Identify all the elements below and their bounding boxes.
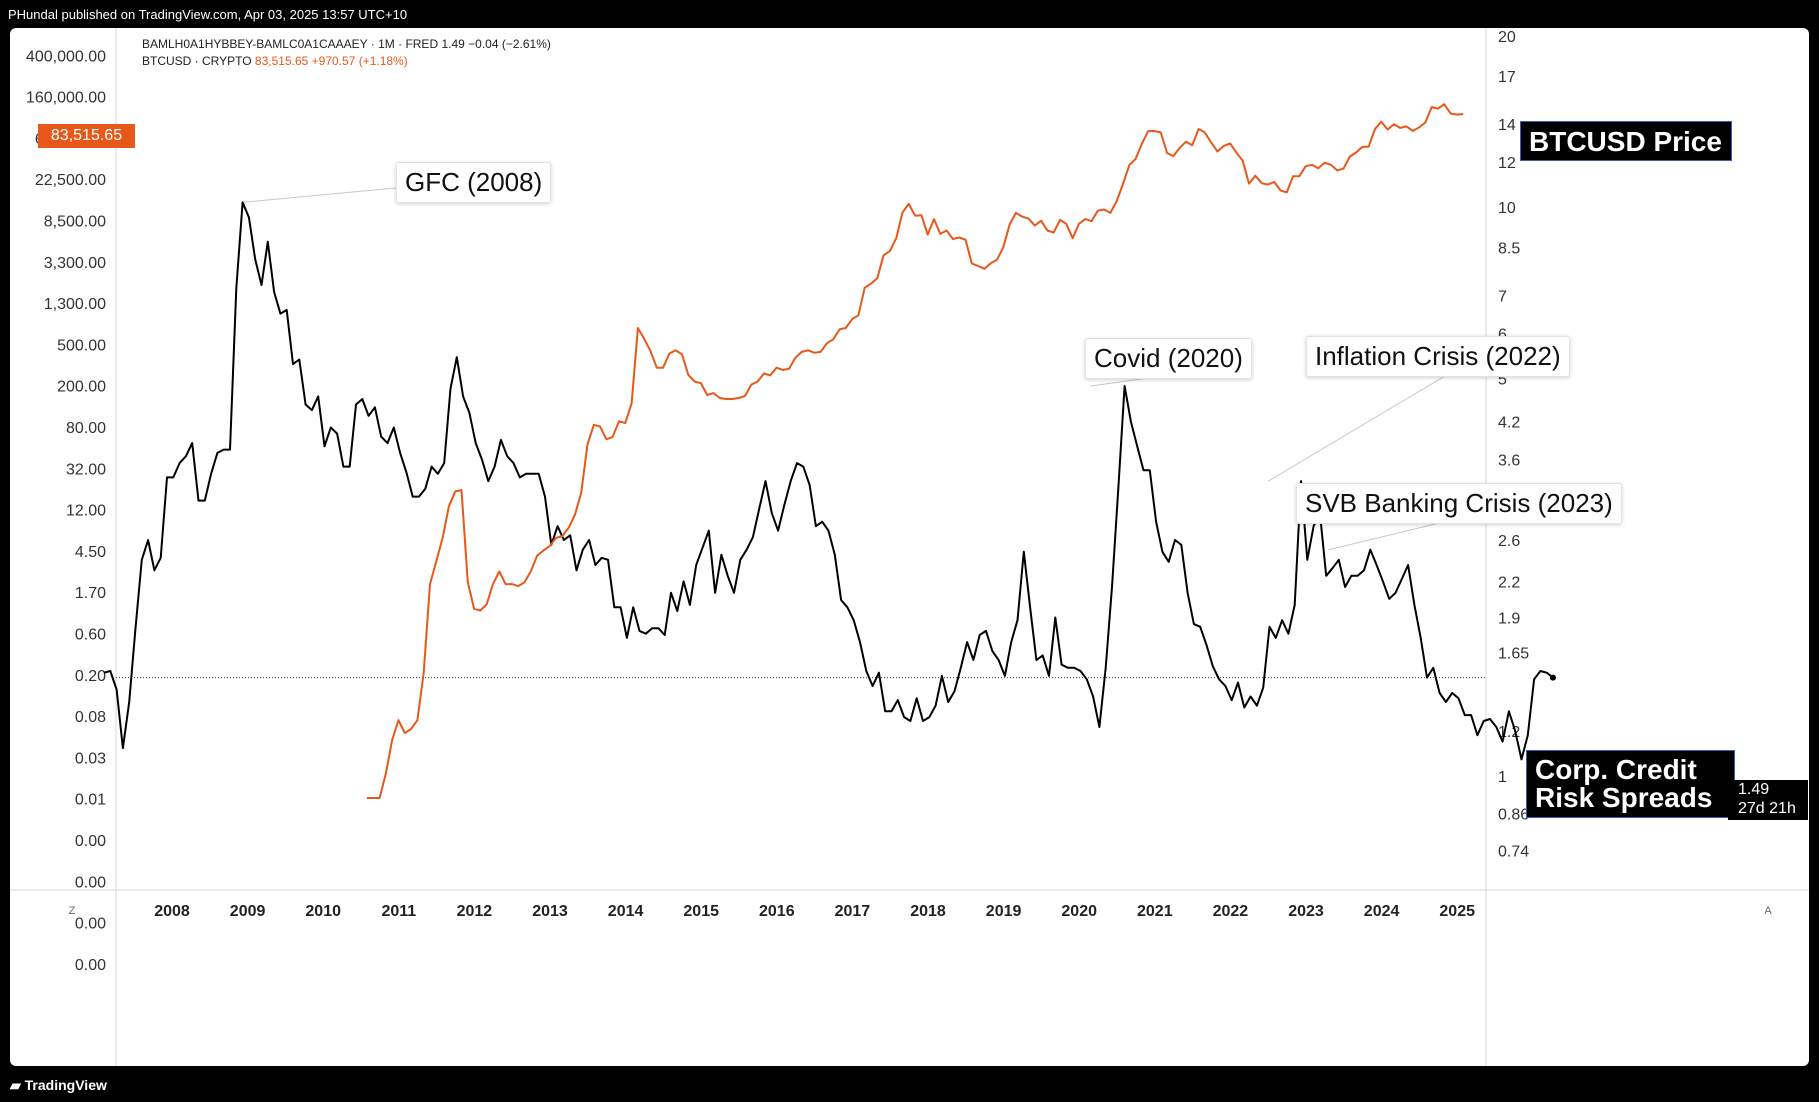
right-tick-label: 10	[1498, 200, 1516, 217]
right-tick-label: 17	[1498, 69, 1516, 86]
left-tick-label: 0.01	[75, 792, 106, 809]
left-tick-label: 0.00	[75, 957, 106, 974]
legend-btc-change: +970.57 (+1.18%)	[311, 54, 408, 68]
time-tick-label: 2020	[1061, 903, 1097, 920]
right-tick-label: 14	[1498, 117, 1516, 134]
spread-last-point	[1549, 674, 1556, 681]
right-tick-label: 8.5	[1498, 240, 1520, 257]
tv-logo-icon: ▰	[10, 1077, 25, 1093]
legend-row-spread[interactable]: BAMLH0A1HYBBEY-BAMLC0A1CAAAEY · 1M · FRE…	[142, 36, 551, 53]
left-tick-label: 1,300.00	[44, 296, 106, 313]
right-tick-label: 1.9	[1498, 611, 1520, 628]
legend-spread-change: −0.04 (−2.61%)	[468, 37, 551, 51]
time-tick-label: 2011	[381, 903, 416, 920]
left-tick-label: 500.00	[57, 337, 106, 354]
time-tick-label: 2016	[759, 903, 795, 920]
time-tick-label: 2021	[1137, 903, 1173, 920]
time-tick-label: 2023	[1288, 903, 1324, 920]
left-tick-label: 0.00	[75, 916, 106, 933]
time-tick-label: 2012	[457, 903, 493, 920]
right-tick-label: 4.2	[1498, 415, 1520, 432]
time-tick-label: 2010	[305, 903, 341, 920]
legend-btc-symbol: BTCUSD · CRYPTO	[142, 54, 252, 68]
btc-price-line[interactable]	[367, 103, 1464, 799]
time-tick-label: 2024	[1364, 903, 1400, 920]
time-tick-label: 2019	[986, 903, 1022, 920]
callout-leader-line	[1267, 372, 1451, 482]
left-tick-label: 0.20	[75, 668, 106, 685]
chart-area[interactable]: 1,000,000.00400,000.00160,000.0060,000.0…	[10, 28, 1809, 1066]
publish-header: PHundal published on TradingView.com, Ap…	[0, 0, 1819, 28]
callout-covid[interactable]: Covid (2020)	[1085, 338, 1252, 379]
left-tick-label: 4.50	[75, 544, 106, 561]
left-tick-label: 12.00	[66, 503, 106, 520]
chart-svg[interactable]: 1,000,000.00400,000.00160,000.0060,000.0…	[10, 28, 1809, 1066]
spread-last-value: 1.49	[1738, 781, 1770, 798]
left-tick-label: 200.00	[57, 379, 106, 396]
right-tick-label: 0.74	[1498, 844, 1529, 861]
left-tick-label: 160,000.00	[26, 90, 106, 107]
left-price-axis[interactable]: 1,000,000.00400,000.00160,000.0060,000.0…	[13, 28, 117, 1066]
callout-leader-line	[241, 187, 397, 203]
time-tick-label: 2017	[835, 903, 871, 920]
right-tick-label: 2.2	[1498, 574, 1520, 591]
btcusd-price-label[interactable]: BTCUSD Price	[1520, 121, 1732, 161]
left-tick-label: 0.00	[75, 833, 106, 850]
time-tick-label: 2009	[230, 903, 266, 920]
legend-spread-symbol: BAMLH0A1HYBBEY-BAMLC0A1CAAAEY · 1M · FRE…	[142, 37, 439, 51]
credit-spread-label-line2: Risk Spreads	[1535, 782, 1713, 813]
tradingview-logo: ▰ TradingView	[10, 1068, 107, 1102]
legend-spread-value: 1.49	[441, 37, 465, 51]
left-tick-label: 0.00	[75, 874, 106, 891]
right-tick-label: 5	[1498, 371, 1507, 388]
right-tick-label: 2.6	[1498, 533, 1520, 550]
callout-svb[interactable]: SVB Banking Crisis (2023)	[1296, 483, 1622, 524]
right-tick-label: 1	[1498, 769, 1507, 786]
callout-gfc[interactable]: GFC (2008)	[396, 162, 552, 203]
time-tick-label: 2015	[683, 903, 719, 920]
credit-spread-label[interactable]: Corp. Credit Risk Spreads	[1526, 750, 1735, 818]
left-tick-label: 3,300.00	[44, 255, 106, 272]
left-tick-label: 22,500.00	[35, 172, 106, 189]
left-tick-label: 0.03	[75, 750, 106, 767]
time-tick-label: 2018	[910, 903, 946, 920]
footer-bar: ▰ TradingView	[0, 1068, 1819, 1102]
time-tick-label: 2014	[608, 903, 644, 920]
right-tick-label: 12	[1498, 155, 1516, 172]
right-tick-label: 0.86	[1498, 806, 1529, 823]
left-tick-label: 80.00	[66, 420, 106, 437]
credit-spread-label-line1: Corp. Credit	[1535, 754, 1697, 785]
tv-brand: TradingView	[24, 1077, 107, 1093]
right-tick-label: 6	[1498, 326, 1507, 343]
left-tick-label: 0.08	[75, 709, 106, 726]
left-tick-label: 0.60	[75, 627, 106, 644]
callout-leader-lines	[241, 187, 1461, 551]
legend-row-btc[interactable]: BTCUSD · CRYPTO 83,515.65 +970.57 (+1.18…	[142, 53, 551, 70]
credit-spread-line[interactable]	[103, 201, 1554, 761]
spread-last-value-tag: 1.49 27d 21h	[1728, 780, 1808, 820]
log-scale-toggle-left[interactable]: Z	[69, 905, 76, 917]
time-tick-label: 2022	[1213, 903, 1249, 920]
btc-last-price-tag: 83,515.65	[38, 124, 135, 148]
right-tick-label: 3.6	[1498, 453, 1520, 470]
bar-countdown: 27d 21h	[1738, 800, 1796, 817]
auto-scale-toggle[interactable]: A	[1764, 905, 1772, 917]
right-tick-label: 1.65	[1498, 645, 1529, 662]
right-tick-label: 20	[1498, 29, 1516, 46]
left-tick-label: 8,500.00	[44, 214, 106, 231]
left-tick-label: 32.00	[66, 461, 106, 478]
left-tick-label: 400,000.00	[26, 48, 106, 65]
right-price-axis[interactable]: 20171412108.57654.23.632.62.21.91.651.21…	[1485, 28, 1529, 1066]
legend: BAMLH0A1HYBBEY-BAMLC0A1CAAAEY · 1M · FRE…	[142, 36, 551, 70]
time-tick-label: 2013	[532, 903, 568, 920]
series-lines	[103, 103, 1556, 799]
time-tick-label: 2008	[154, 903, 190, 920]
left-tick-label: 1.70	[75, 585, 106, 602]
time-tick-label: 2025	[1439, 903, 1475, 920]
legend-btc-value: 83,515.65	[254, 54, 309, 68]
right-tick-label: 7	[1498, 288, 1507, 305]
time-axis[interactable]: 2008 2009 2010 2011 2012 2013 2014 2015 2016 2017…	[10, 889, 1809, 920]
callout-inflation[interactable]: Inflation Crisis (2022)	[1306, 336, 1570, 377]
